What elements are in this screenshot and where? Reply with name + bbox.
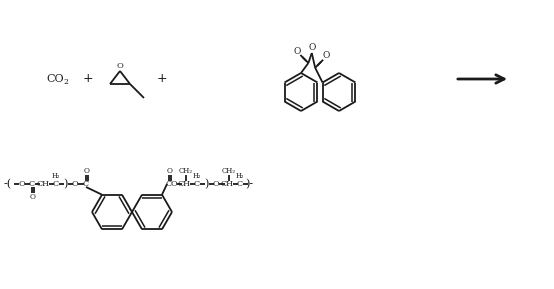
Text: C: C xyxy=(194,180,200,188)
Text: H₂: H₂ xyxy=(52,172,60,180)
Text: C: C xyxy=(237,180,243,188)
Text: +: + xyxy=(157,73,167,86)
Text: O: O xyxy=(171,180,177,188)
Text: O: O xyxy=(167,167,173,175)
Text: CH: CH xyxy=(177,180,191,188)
Text: C: C xyxy=(29,180,35,188)
Text: CH: CH xyxy=(220,180,233,188)
Text: O: O xyxy=(116,62,124,70)
Text: CO: CO xyxy=(46,74,64,84)
Text: O: O xyxy=(84,167,90,175)
Text: O: O xyxy=(71,180,78,188)
Text: H₂: H₂ xyxy=(236,172,244,180)
Text: C: C xyxy=(53,180,59,188)
Text: ·: · xyxy=(128,205,132,215)
Text: CH₂: CH₂ xyxy=(179,167,193,175)
Text: -(: -( xyxy=(4,179,12,189)
Text: H₂: H₂ xyxy=(193,172,201,180)
Text: CH: CH xyxy=(37,180,49,188)
Text: )-: )- xyxy=(245,179,253,189)
Text: CH₂: CH₂ xyxy=(222,167,236,175)
Text: O: O xyxy=(322,51,330,60)
Text: C: C xyxy=(166,180,172,188)
Text: O: O xyxy=(30,193,36,201)
Text: ): ) xyxy=(63,179,67,189)
Text: 2: 2 xyxy=(64,78,69,86)
Text: O: O xyxy=(213,180,219,188)
Text: O: O xyxy=(19,180,25,188)
Text: O: O xyxy=(294,47,301,55)
Text: O: O xyxy=(308,44,315,53)
Text: ): ) xyxy=(204,179,208,189)
Text: +: + xyxy=(83,73,93,86)
Text: C: C xyxy=(83,180,89,188)
